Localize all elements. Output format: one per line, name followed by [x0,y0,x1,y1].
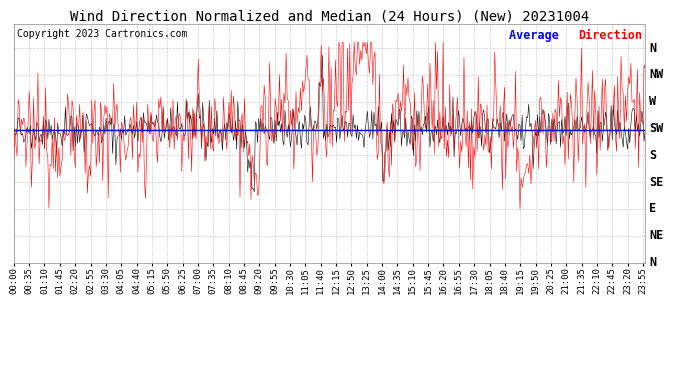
Text: Copyright 2023 Cartronics.com: Copyright 2023 Cartronics.com [17,29,187,39]
Title: Wind Direction Normalized and Median (24 Hours) (New) 20231004: Wind Direction Normalized and Median (24… [70,9,589,23]
Text: Average: Average [509,29,566,42]
Text: Direction: Direction [578,29,642,42]
